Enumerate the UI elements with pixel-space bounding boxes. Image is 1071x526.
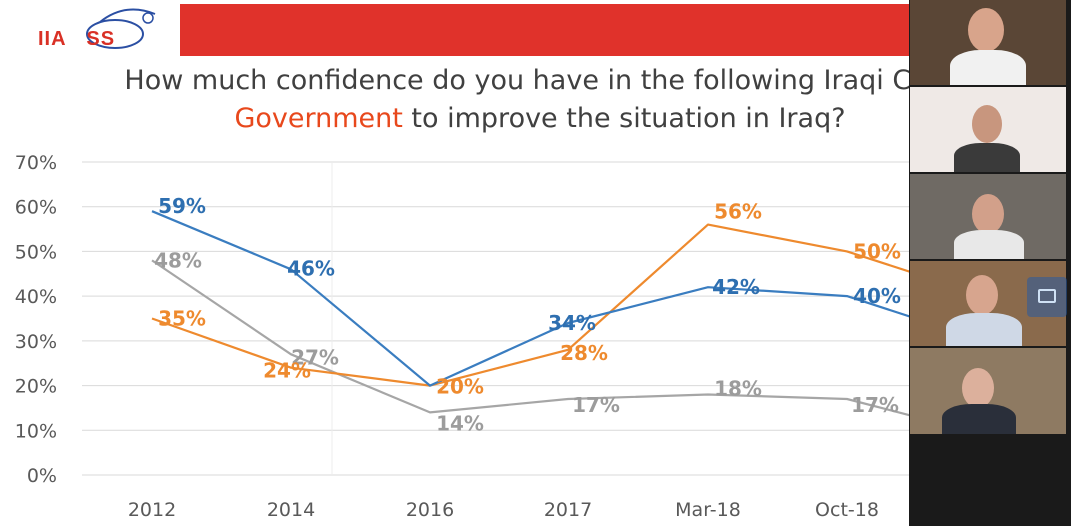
data-label-gray: 17% (851, 393, 899, 417)
x-tick-label: 2016 (406, 499, 454, 521)
x-tick-label: Oct-18 (815, 499, 879, 521)
participant-body (954, 143, 1020, 172)
video-tile-participant-2[interactable] (910, 87, 1066, 172)
participant-body (950, 50, 1026, 85)
x-tick-label: 2014 (267, 499, 315, 521)
video-tile-participant-4[interactable] (910, 261, 1066, 346)
x-tick-label: Mar-18 (675, 499, 741, 521)
video-panel (909, 0, 1071, 526)
screen-share-button[interactable] (1027, 277, 1067, 317)
participant-head (966, 275, 998, 315)
participant-head (972, 194, 1004, 234)
data-label-orange: 28% (560, 341, 608, 365)
title-accent: Government (234, 103, 403, 134)
y-tick-label: 60% (15, 197, 57, 219)
y-tick-label: 30% (15, 331, 57, 353)
data-label-orange: 20% (436, 375, 484, 399)
participant-head (968, 8, 1004, 52)
data-label-orange: 50% (853, 239, 901, 263)
data-label-blue: 34% (548, 311, 596, 335)
participant-head (962, 368, 994, 408)
data-label-gray: 14% (436, 411, 484, 435)
logo-text: IIA SS (38, 28, 115, 51)
logo-swoosh-icon (86, 8, 156, 49)
chart-title: How much confidence do you have in the f… (110, 62, 970, 138)
logo-text-part2: SS (86, 28, 116, 50)
title-line-1: How much confidence do you have in the f… (124, 65, 956, 96)
data-label-orange: 56% (714, 200, 762, 224)
data-label-gray: 48% (154, 248, 202, 272)
data-label-gray: 27% (291, 345, 339, 369)
data-label-blue: 42% (712, 275, 760, 299)
x-tick-label: 2017 (544, 499, 592, 521)
data-label-blue: 46% (287, 256, 335, 280)
data-label-gray: 17% (572, 393, 620, 417)
y-tick-label: 70% (15, 152, 57, 174)
data-label-orange: 35% (158, 307, 206, 331)
data-label-blue: 59% (158, 194, 206, 218)
video-tile-participant-3[interactable] (910, 174, 1066, 259)
participant-body (942, 404, 1016, 434)
participant-body (946, 313, 1022, 346)
y-tick-label: 0% (27, 465, 57, 487)
logo: IIA SS (30, 4, 170, 56)
y-tick-label: 10% (15, 420, 57, 442)
data-label-gray: 18% (714, 377, 762, 401)
video-tile-participant-1[interactable] (910, 0, 1066, 85)
participant-head (972, 105, 1002, 143)
header-banner (180, 4, 920, 56)
logo-text-part1: IIA (38, 28, 66, 50)
title-rest: to improve the situation in Iraq? (402, 103, 846, 134)
title-line-2: Government to improve the situation in I… (110, 100, 970, 138)
y-tick-label: 40% (15, 286, 57, 308)
participant-body (954, 230, 1024, 259)
x-tick-label: 2012 (128, 499, 176, 521)
data-label-orange: 24% (263, 359, 311, 383)
y-tick-label: 20% (15, 376, 57, 398)
screen-share-icon (1038, 289, 1056, 303)
data-label-blue: 40% (853, 284, 901, 308)
y-tick-label: 50% (15, 241, 57, 263)
video-tile-participant-5[interactable] (910, 348, 1066, 434)
